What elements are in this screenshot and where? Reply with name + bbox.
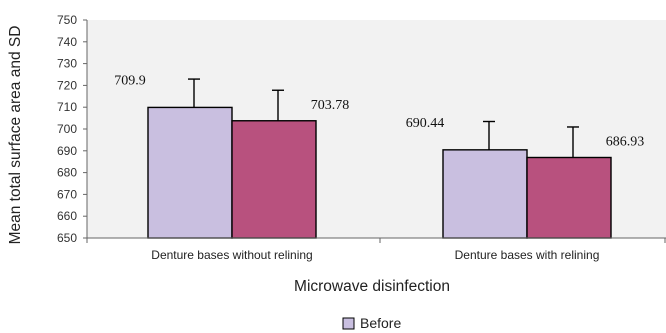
legend-label: Before <box>360 315 401 331</box>
y-axis-title: Mean total surface area and SD <box>7 26 24 245</box>
y-axis-title-group: Mean total surface area and SD <box>7 26 24 245</box>
y-tick-label: 730 <box>57 57 77 71</box>
data-label: 703.78 <box>311 98 350 113</box>
x-category-label: Denture bases with relining <box>455 248 600 262</box>
y-tick-label: 680 <box>57 166 77 180</box>
data-label: 690.44 <box>406 116 445 131</box>
y-tick-label: 660 <box>57 209 77 223</box>
bar-series-2-with-relining <box>526 156 612 239</box>
bar-before-with-relining <box>442 149 528 239</box>
bar-series-2-without-relining <box>231 120 317 239</box>
data-label: 686.93 <box>606 135 645 150</box>
y-tick-label: 650 <box>57 231 77 245</box>
data-label: 709.9 <box>114 74 146 89</box>
bar-series-group: 709.9 690.44 703.78 686.93 <box>114 74 645 239</box>
y-tick-label: 750 <box>57 13 77 27</box>
legend-swatch <box>342 317 355 330</box>
x-category-label: Denture bases without relining <box>151 248 312 262</box>
x-axis-title: Microwave disinfection <box>294 278 450 295</box>
y-tick-label: 670 <box>57 187 77 201</box>
y-axis: 650 660 670 680 690 700 710 720 730 740 750 <box>57 13 88 245</box>
legend: Before <box>342 315 401 331</box>
y-tick-label: 710 <box>57 100 77 114</box>
y-tick-label: 720 <box>57 78 77 92</box>
y-tick-label: 700 <box>57 122 77 136</box>
y-tick-label: 740 <box>57 35 77 49</box>
x-axis: Denture bases without relining Denture ba… <box>86 237 666 262</box>
y-tick-label: 690 <box>57 144 77 158</box>
bar-before-without-relining <box>147 106 233 239</box>
